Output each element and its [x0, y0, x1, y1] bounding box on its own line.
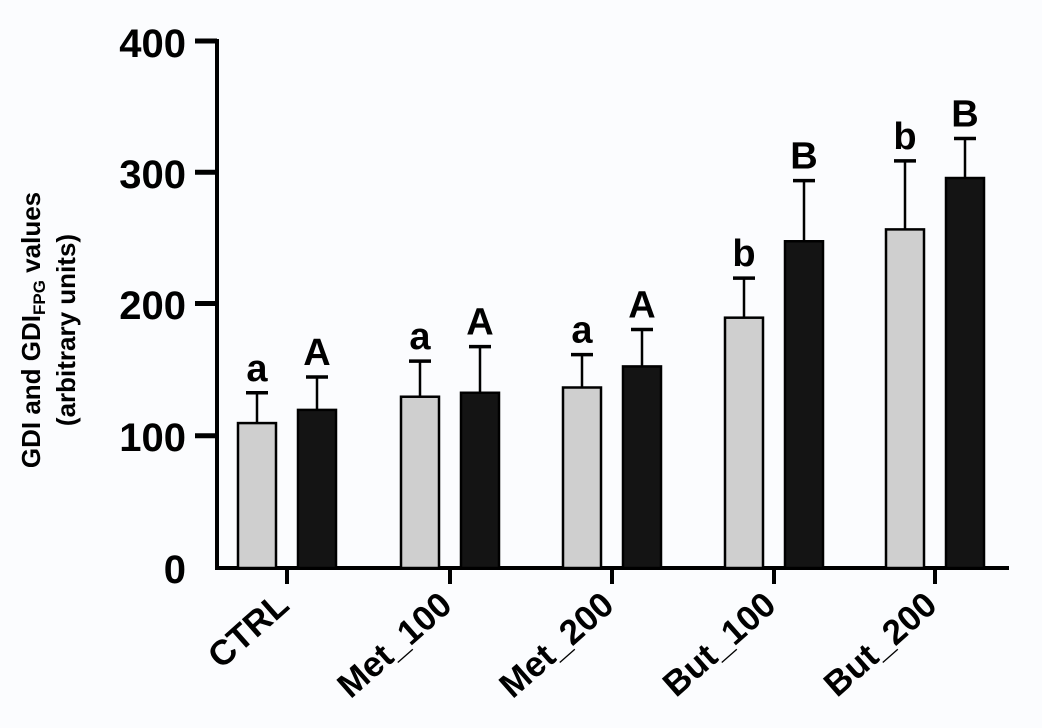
svg-text:GDI and GDIFPG values: GDI and GDIFPG values: [16, 192, 49, 468]
svg-text:B: B: [951, 94, 978, 136]
svg-text:a: a: [571, 310, 593, 352]
svg-text:Met_200: Met_200: [492, 585, 621, 706]
svg-text:300: 300: [119, 153, 186, 197]
svg-text:(arbitrary units): (arbitrary units): [51, 234, 81, 426]
svg-text:a: a: [246, 348, 268, 390]
svg-text:100: 100: [119, 416, 186, 460]
svg-text:Met_100: Met_100: [330, 585, 459, 706]
svg-text:CTRL: CTRL: [201, 585, 297, 676]
svg-text:b: b: [732, 233, 755, 275]
svg-text:But_200: But_200: [816, 585, 944, 704]
svg-text:a: a: [409, 316, 431, 358]
svg-text:A: A: [628, 285, 655, 327]
svg-text:But_100: But_100: [655, 585, 783, 704]
svg-text:A: A: [303, 332, 330, 374]
svg-text:A: A: [466, 302, 493, 344]
svg-text:400: 400: [119, 22, 186, 66]
svg-text:0: 0: [164, 548, 186, 592]
svg-text:B: B: [790, 136, 817, 178]
svg-text:b: b: [893, 116, 916, 158]
svg-text:200: 200: [119, 284, 186, 328]
